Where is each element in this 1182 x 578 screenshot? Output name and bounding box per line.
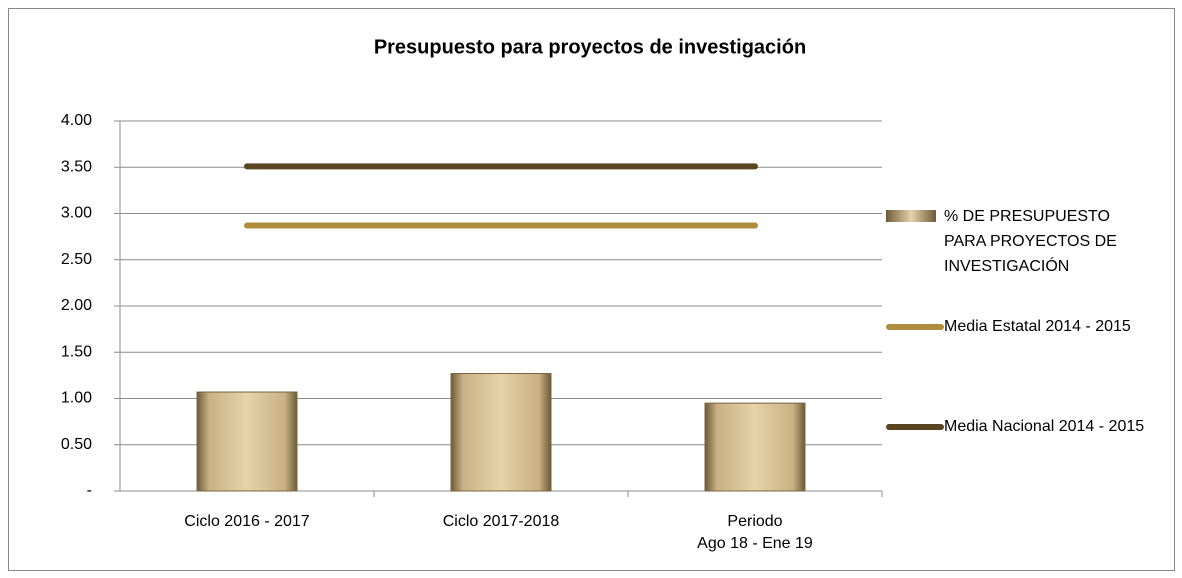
y-tick-label: 3.00 xyxy=(61,205,92,222)
y-tick-label: 0.50 xyxy=(61,436,92,453)
y-tick-label: - xyxy=(87,482,92,499)
y-tick-label: 1.00 xyxy=(61,390,92,407)
legend-entry: Media Estatal 2014 - 2015 xyxy=(886,314,1174,339)
legend-entry: % DE PRESUPUESTO PARA PROYECTOS DE INVES… xyxy=(886,204,1144,279)
legend-swatch xyxy=(886,210,936,222)
y-tick-label: 2.50 xyxy=(61,251,92,268)
chart-border xyxy=(8,8,1175,571)
legend-swatch xyxy=(886,424,944,430)
legend-entry: Media Nacional 2014 - 2015 xyxy=(886,414,1174,439)
bar xyxy=(704,402,806,492)
x-tick-label: Ciclo 2017-2018 xyxy=(443,513,560,530)
y-tick-label: 1.50 xyxy=(61,343,92,360)
y-tick-label: 4.00 xyxy=(61,112,92,129)
y-tick-label: 2.00 xyxy=(61,297,92,314)
x-tick-label: Ciclo 2016 - 2017 xyxy=(184,513,310,530)
legend-label: Media Nacional 2014 - 2015 xyxy=(944,418,1145,435)
legend-label: % DE PRESUPUESTO PARA PROYECTOS DE INVES… xyxy=(944,208,1117,275)
bar xyxy=(196,391,298,492)
legend-label: Media Estatal 2014 - 2015 xyxy=(944,318,1131,335)
y-tick-label: 3.50 xyxy=(61,158,92,175)
x-tick-label: Periodo Ago 18 - Ene 19 xyxy=(697,513,813,552)
bar xyxy=(450,373,552,492)
legend-swatch xyxy=(886,324,944,330)
chart-title: Presupuesto para proyectos de investigac… xyxy=(374,36,806,58)
